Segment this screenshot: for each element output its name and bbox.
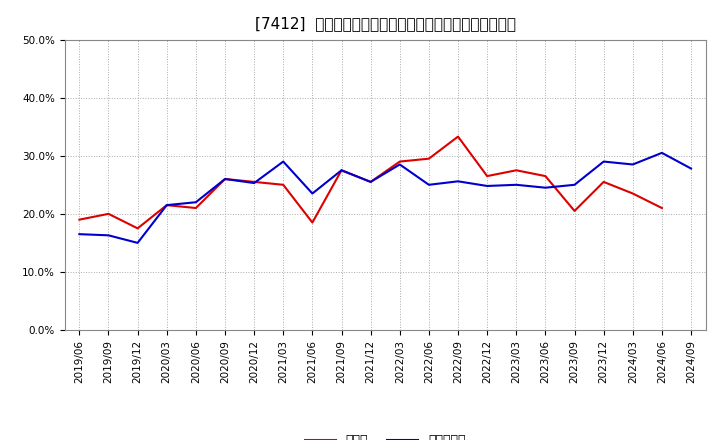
現頴金 bbox=[599, 179, 608, 184]
有利子負債 bbox=[454, 179, 462, 184]
有利子負債 bbox=[687, 166, 696, 171]
有利子負債 bbox=[395, 162, 404, 167]
現頴金 bbox=[629, 191, 637, 196]
有利子負債 bbox=[192, 200, 200, 205]
有利子負債 bbox=[366, 179, 375, 184]
有利子負債 bbox=[337, 168, 346, 173]
現頴金 bbox=[483, 173, 492, 179]
現頴金 bbox=[104, 211, 113, 216]
有利子負債 bbox=[133, 240, 142, 246]
Line: 有利子負債: 有利子負債 bbox=[79, 153, 691, 243]
現頴金 bbox=[75, 217, 84, 222]
Title: [7412]  現頴金、有利子負債の総資産に対する比率の推移: [7412] 現頴金、有利子負債の総資産に対する比率の推移 bbox=[255, 16, 516, 32]
有利子負債 bbox=[541, 185, 550, 191]
有利子負債 bbox=[425, 182, 433, 187]
有利子負債 bbox=[104, 233, 113, 238]
Legend: 現頴金, 有利子負債: 現頴金, 有利子負債 bbox=[300, 429, 471, 440]
現頴金 bbox=[192, 205, 200, 211]
有利子負債 bbox=[279, 159, 287, 164]
有利子負債 bbox=[220, 176, 229, 182]
現頴金 bbox=[163, 202, 171, 208]
現頴金 bbox=[133, 226, 142, 231]
現頴金 bbox=[366, 179, 375, 184]
現頴金 bbox=[657, 205, 666, 211]
現頴金 bbox=[425, 156, 433, 161]
現頴金 bbox=[570, 208, 579, 213]
現頴金 bbox=[250, 179, 258, 184]
有利子負債 bbox=[483, 183, 492, 189]
有利子負債 bbox=[163, 202, 171, 208]
現頴金 bbox=[512, 168, 521, 173]
現頴金 bbox=[308, 220, 317, 225]
現頴金 bbox=[454, 134, 462, 139]
現頴金 bbox=[220, 176, 229, 182]
現頴金 bbox=[279, 182, 287, 187]
有利子負債 bbox=[570, 182, 579, 187]
有利子負債 bbox=[250, 180, 258, 186]
有利子負債 bbox=[308, 191, 317, 196]
有利子負債 bbox=[512, 182, 521, 187]
有利子負債 bbox=[599, 159, 608, 164]
Line: 現頴金: 現頴金 bbox=[79, 136, 662, 228]
現頴金 bbox=[541, 173, 550, 179]
現頴金 bbox=[395, 159, 404, 164]
有利子負債 bbox=[75, 231, 84, 237]
有利子負債 bbox=[657, 150, 666, 155]
現頴金 bbox=[337, 168, 346, 173]
有利子負債 bbox=[629, 162, 637, 167]
